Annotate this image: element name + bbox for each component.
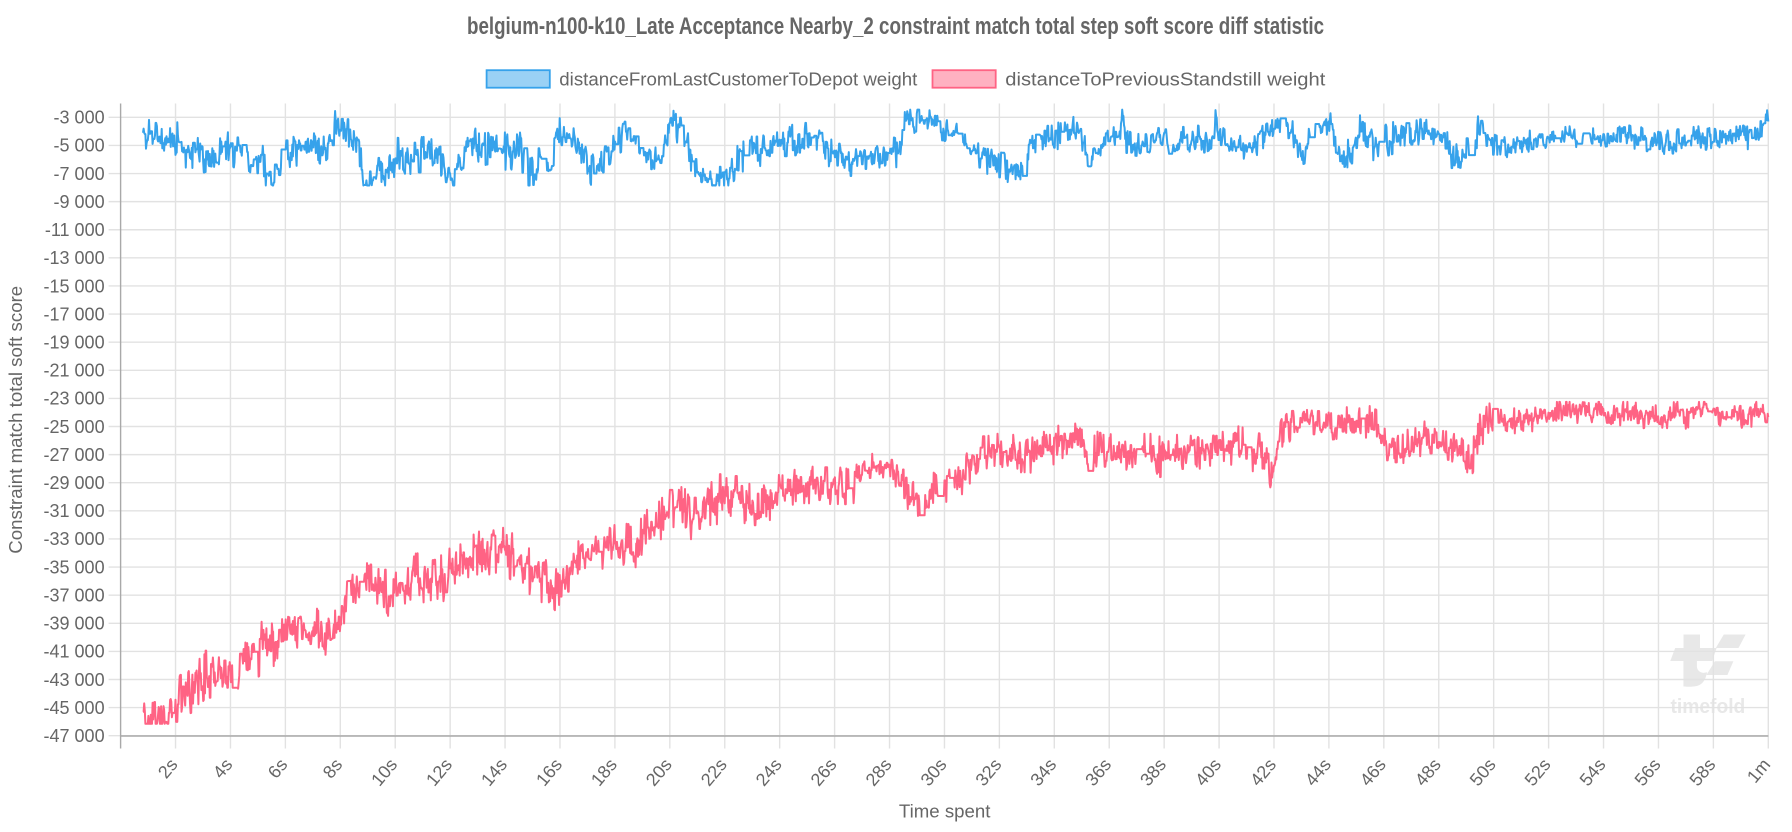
svg-text:-3 000: -3 000 [54, 108, 105, 128]
svg-text:-35 000: -35 000 [44, 557, 105, 577]
svg-text:-9 000: -9 000 [54, 192, 105, 212]
svg-text:-19 000: -19 000 [44, 333, 105, 353]
svg-text:-23 000: -23 000 [44, 389, 105, 409]
svg-text:-15 000: -15 000 [44, 276, 105, 296]
svg-text:-47 000: -47 000 [44, 726, 105, 746]
svg-text:-27 000: -27 000 [44, 445, 105, 465]
svg-text:-29 000: -29 000 [44, 473, 105, 493]
svg-text:-31 000: -31 000 [44, 501, 105, 521]
svg-text:Constraint match total soft sc: Constraint match total soft score [6, 286, 26, 554]
svg-text:-39 000: -39 000 [44, 614, 105, 634]
svg-text:distanceFromLastCustomerToDepo: distanceFromLastCustomerToDepot weight [559, 69, 917, 89]
svg-text:-37 000: -37 000 [44, 586, 105, 606]
svg-text:-45 000: -45 000 [44, 698, 105, 718]
svg-text:-7 000: -7 000 [54, 164, 105, 184]
svg-text:distanceToPreviousStandstill w: distanceToPreviousStandstill weight [1005, 69, 1325, 89]
svg-text:-17 000: -17 000 [44, 304, 105, 324]
svg-text:belgium-n100-k10_Late Acceptan: belgium-n100-k10_Late Acceptance Nearby_… [467, 13, 1324, 40]
svg-text:Time spent: Time spent [899, 802, 991, 822]
svg-text:-5 000: -5 000 [54, 136, 105, 156]
svg-text:-13 000: -13 000 [44, 248, 105, 268]
svg-text:-25 000: -25 000 [44, 417, 105, 437]
svg-text:timefold: timefold [1671, 695, 1746, 718]
svg-text:-11 000: -11 000 [45, 220, 105, 240]
svg-text:-33 000: -33 000 [44, 529, 105, 549]
svg-text:-43 000: -43 000 [44, 670, 105, 690]
svg-text:-41 000: -41 000 [44, 642, 105, 662]
svg-text:-21 000: -21 000 [44, 361, 105, 381]
